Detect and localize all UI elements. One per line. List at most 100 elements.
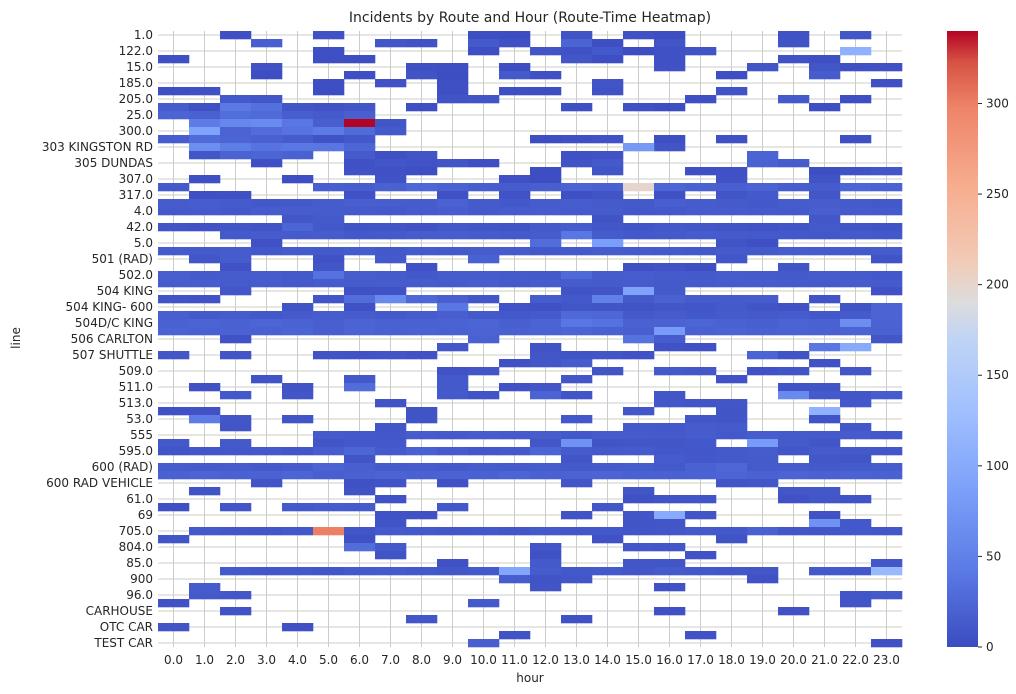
heatmap-cell bbox=[685, 295, 717, 304]
heatmap-cell bbox=[530, 575, 562, 584]
heatmap-cell bbox=[592, 39, 624, 48]
heatmap-cell bbox=[375, 463, 407, 472]
heatmap-cell bbox=[313, 295, 345, 304]
heatmap-cell bbox=[716, 271, 748, 280]
heatmap-cell bbox=[344, 543, 376, 552]
heatmap-cell bbox=[778, 327, 810, 336]
heatmap-cell bbox=[747, 447, 779, 456]
heatmap-cell bbox=[654, 439, 686, 448]
heatmap-cell bbox=[747, 159, 779, 168]
heatmap-cell bbox=[716, 455, 748, 464]
heatmap-cell bbox=[189, 295, 221, 304]
heatmap-cell bbox=[871, 279, 903, 288]
heatmap-cell bbox=[716, 471, 748, 480]
heatmap-cell bbox=[375, 287, 407, 296]
heatmap-cell bbox=[344, 287, 376, 296]
heatmap-cell bbox=[654, 311, 686, 320]
heatmap-cell bbox=[375, 471, 407, 480]
heatmap-cell bbox=[282, 135, 314, 144]
heatmap-cell bbox=[220, 351, 252, 360]
heatmap-cell bbox=[561, 55, 593, 64]
heatmap-cell bbox=[375, 199, 407, 208]
heatmap-cell bbox=[251, 271, 283, 280]
colorbar-tick-label: 300 bbox=[986, 96, 1009, 110]
heatmap-cell bbox=[406, 415, 438, 424]
heatmap-cell bbox=[251, 447, 283, 456]
heatmap-cell bbox=[344, 183, 376, 192]
heatmap-cell bbox=[530, 311, 562, 320]
heatmap-cell bbox=[592, 87, 624, 96]
heatmap-cell bbox=[747, 463, 779, 472]
heatmap-cell bbox=[840, 447, 872, 456]
heatmap-cell bbox=[747, 295, 779, 304]
heatmap-cell bbox=[251, 103, 283, 112]
heatmap-cell bbox=[282, 447, 314, 456]
heatmap-cell bbox=[251, 247, 283, 256]
heatmap-cell bbox=[716, 183, 748, 192]
heatmap-cell bbox=[437, 527, 469, 536]
heatmap-cell bbox=[158, 599, 190, 608]
heatmap-cell bbox=[654, 303, 686, 312]
heatmap-cell bbox=[840, 311, 872, 320]
heatmap-cell bbox=[654, 327, 686, 336]
heatmap-cell bbox=[437, 63, 469, 72]
heatmap-cell bbox=[468, 463, 500, 472]
heatmap-cell bbox=[406, 319, 438, 328]
heatmap-cell bbox=[623, 223, 655, 232]
heatmap-cell bbox=[406, 407, 438, 416]
heatmap-cell bbox=[375, 399, 407, 408]
heatmap-cell bbox=[499, 383, 531, 392]
y-tick-label: TEST CAR bbox=[93, 636, 153, 650]
heatmap-cell bbox=[468, 319, 500, 328]
heatmap-cell bbox=[809, 439, 841, 448]
heatmap-cell bbox=[437, 223, 469, 232]
heatmap-cell bbox=[313, 567, 345, 576]
heatmap-cell bbox=[530, 463, 562, 472]
heatmap-cell bbox=[871, 303, 903, 312]
heatmap-cell bbox=[189, 327, 221, 336]
heatmap-cell bbox=[344, 375, 376, 384]
heatmap-cell bbox=[623, 527, 655, 536]
heatmap-cell bbox=[158, 319, 190, 328]
heatmap-cell bbox=[654, 495, 686, 504]
heatmap-cell bbox=[654, 319, 686, 328]
heatmap-cell bbox=[778, 223, 810, 232]
heatmap-cell bbox=[840, 527, 872, 536]
x-tick-label: 21.0 bbox=[811, 653, 838, 667]
heatmap-cell bbox=[499, 191, 531, 200]
heatmap-cell bbox=[468, 223, 500, 232]
heatmap-cell bbox=[313, 247, 345, 256]
heatmap-cell bbox=[654, 391, 686, 400]
heatmap-cell bbox=[189, 583, 221, 592]
heatmap-cell bbox=[623, 183, 655, 192]
heatmap-cell bbox=[158, 55, 190, 64]
heatmap-cell bbox=[654, 143, 686, 152]
heatmap-cell bbox=[778, 231, 810, 240]
heatmap-cell bbox=[530, 71, 562, 80]
heatmap-cell bbox=[871, 79, 903, 88]
x-tick-label: 5.0 bbox=[319, 653, 338, 667]
heatmap-cell bbox=[375, 223, 407, 232]
heatmap-cell bbox=[313, 231, 345, 240]
heatmap-cell bbox=[220, 207, 252, 216]
heatmap-cell bbox=[840, 599, 872, 608]
heatmap-cell bbox=[468, 527, 500, 536]
heatmap-cell bbox=[592, 151, 624, 160]
heatmap-cell bbox=[375, 439, 407, 448]
heatmap-cell bbox=[716, 463, 748, 472]
heatmap-cell bbox=[499, 447, 531, 456]
heatmap-cell bbox=[716, 319, 748, 328]
heatmap-cell bbox=[747, 327, 779, 336]
heatmap-cell bbox=[623, 143, 655, 152]
heatmap-cell bbox=[623, 423, 655, 432]
heatmap-cell bbox=[809, 383, 841, 392]
heatmap-cell bbox=[437, 327, 469, 336]
heatmap-cell bbox=[809, 183, 841, 192]
heatmap-cell bbox=[220, 439, 252, 448]
heatmap-cell bbox=[375, 543, 407, 552]
heatmap-cell bbox=[499, 575, 531, 584]
heatmap-cell bbox=[313, 463, 345, 472]
heatmap-cell bbox=[499, 87, 531, 96]
heatmap-cell bbox=[871, 287, 903, 296]
heatmap-cell bbox=[654, 567, 686, 576]
